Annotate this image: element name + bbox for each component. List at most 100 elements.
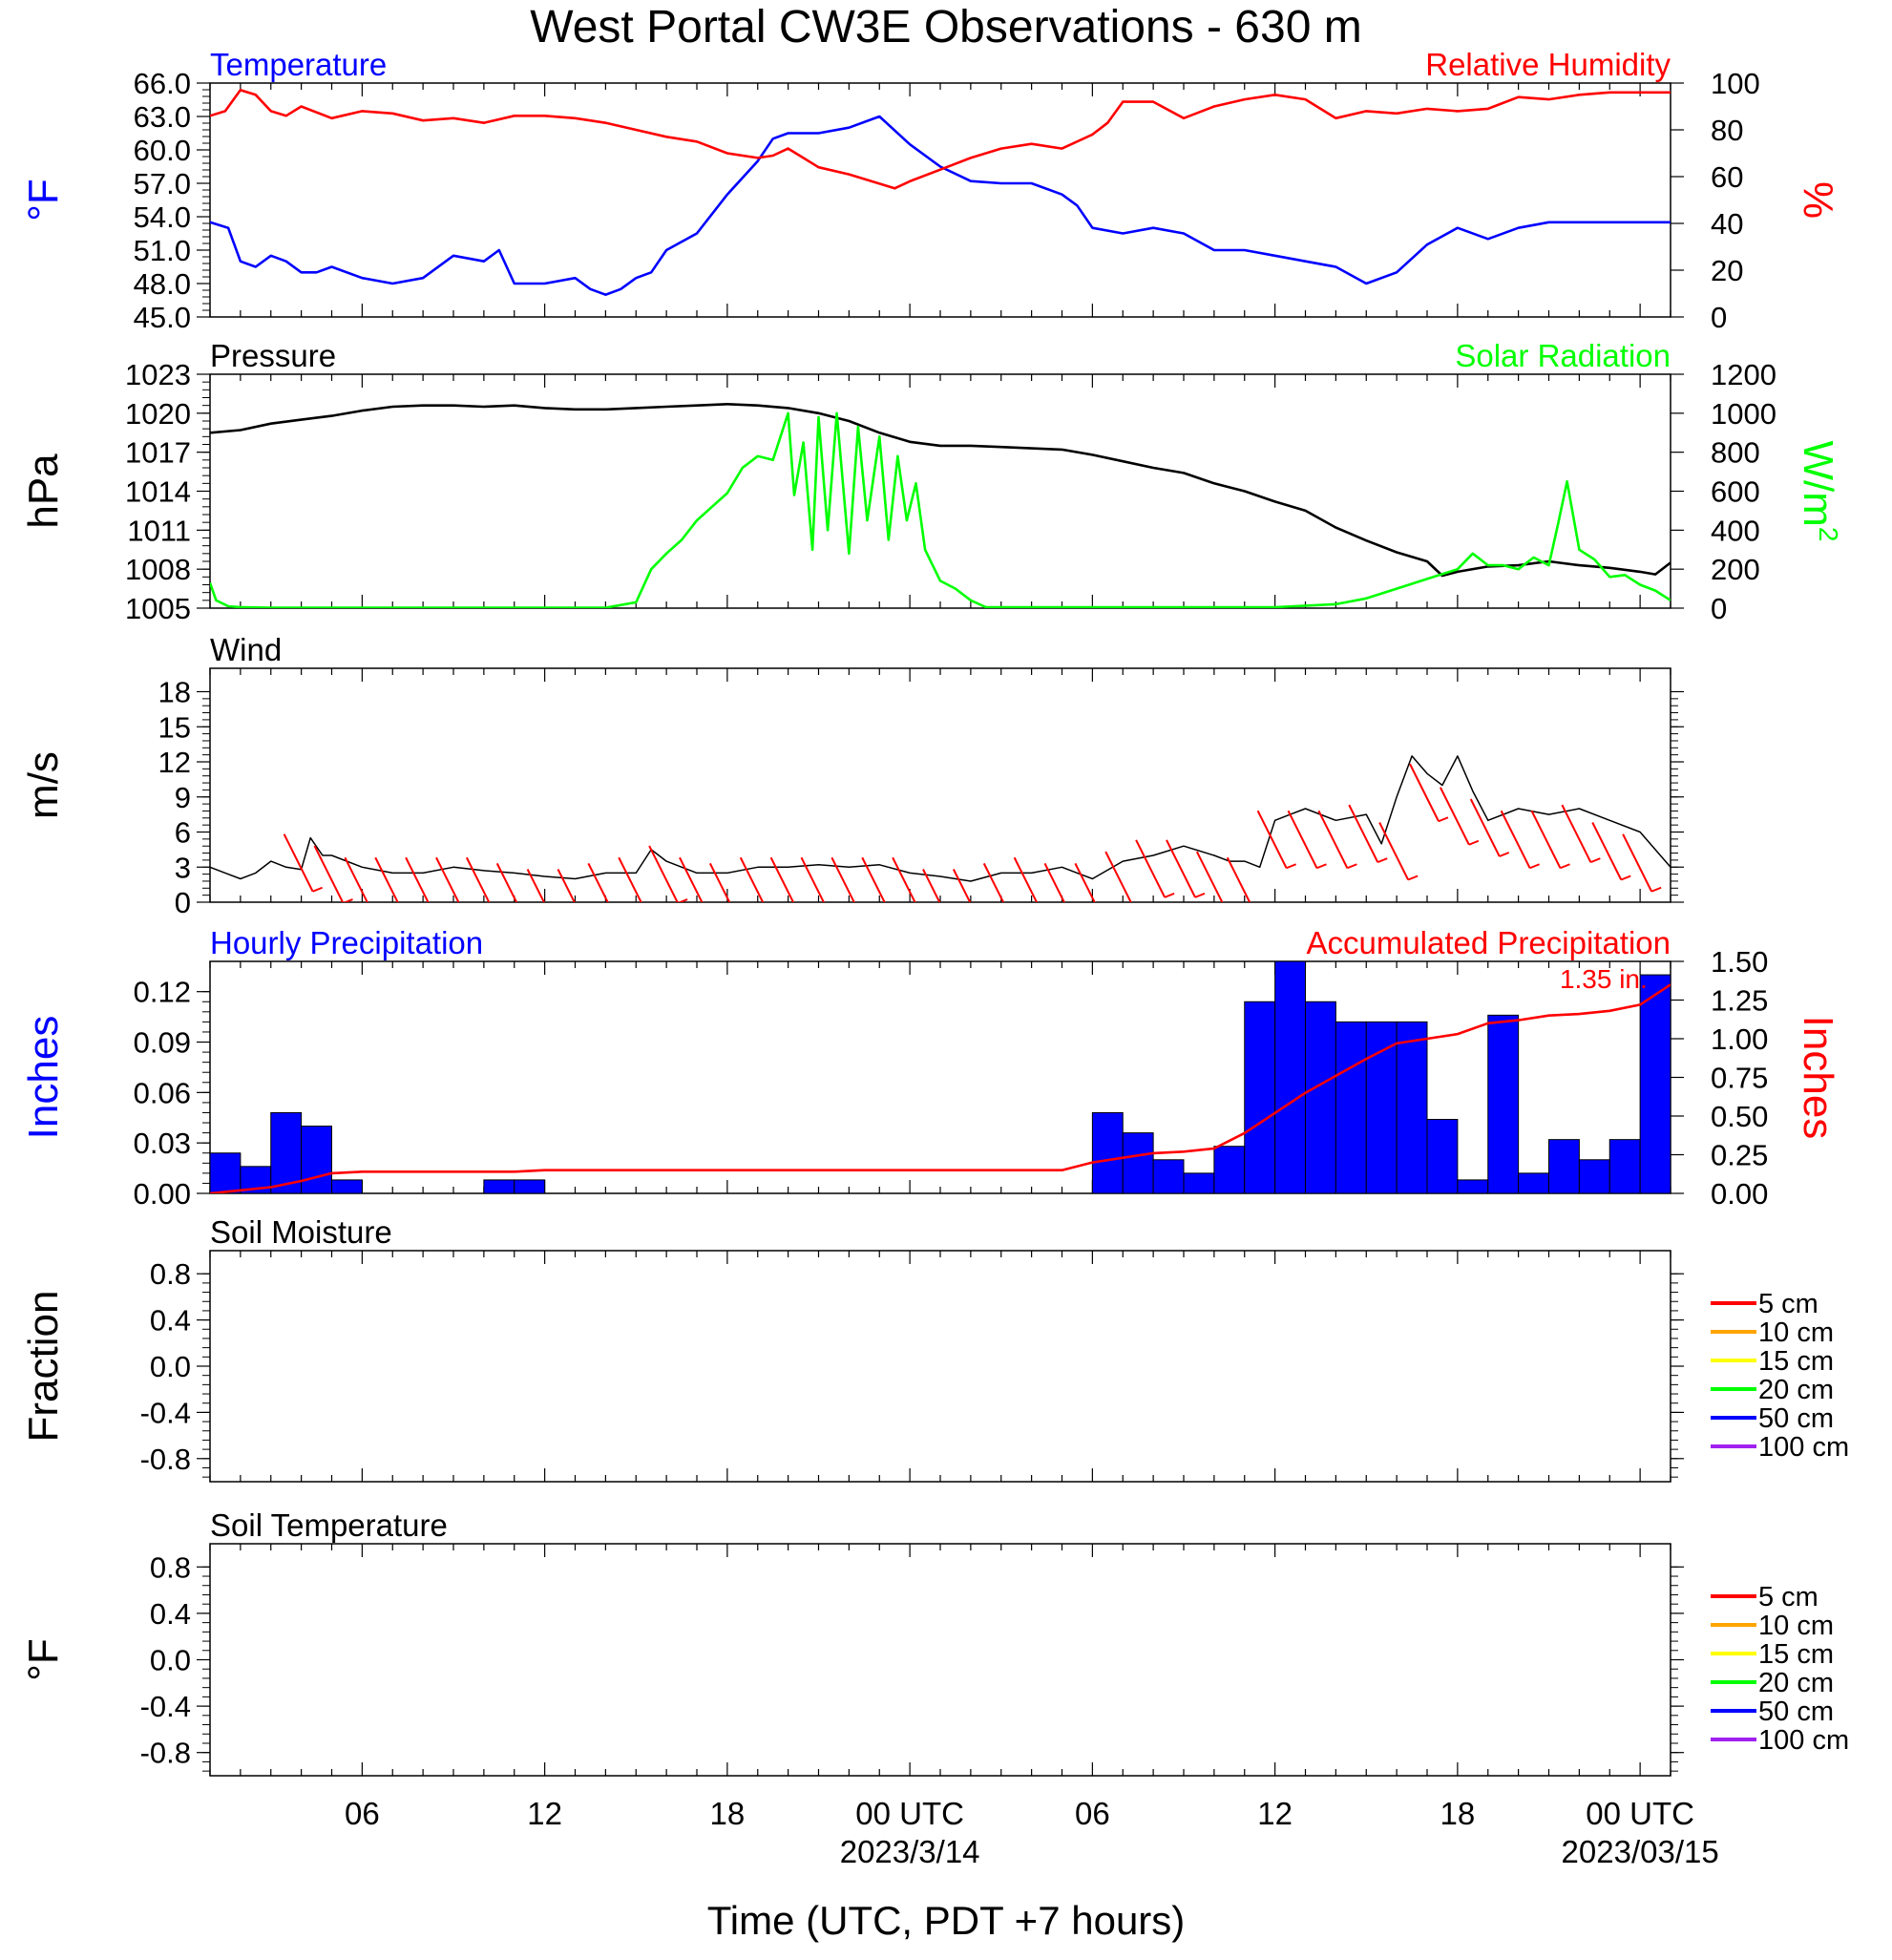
series-line-relative-humidity [210, 89, 1671, 190]
wind-barb [861, 856, 886, 902]
y-tick-label-right: 0.00 [1711, 1177, 1768, 1211]
precip-bar [1244, 1001, 1276, 1193]
plot-frame [209, 1250, 1671, 1483]
precip-bar [1152, 1159, 1185, 1193]
y-tick-label-left: 1008 [125, 553, 191, 586]
wind-barb [313, 845, 345, 902]
y-tick-label-left: 15 [158, 710, 191, 744]
panel-soil-moisture: 0.8 0.4 0.0 -0.4 -0.8 Soil Moisture Fraction 5 … [20, 1214, 1849, 1483]
y-tick-label-right: 80 [1711, 114, 1743, 147]
legend-label: 5 cm [1758, 1289, 1818, 1319]
wind-barb-flag [434, 911, 444, 915]
precip-bar [1183, 1172, 1215, 1193]
wind-barb-flag [800, 911, 809, 915]
y-axis-label-right: W/m2 [1795, 441, 1843, 542]
wind-barb [1287, 810, 1318, 869]
plot-frame [209, 667, 1671, 903]
y-tick-label-left: 0 [175, 886, 191, 919]
wind-barb-flag [1650, 886, 1662, 893]
legend-label: 50 cm [1758, 1403, 1834, 1434]
y-tick-label-left: 54.0 [134, 200, 191, 234]
wind-barb-flag [373, 911, 383, 915]
precip-bar [331, 1179, 363, 1193]
wind-barb-flag [830, 911, 840, 915]
wind-barb [952, 869, 972, 902]
y-tick-label-right: 800 [1711, 436, 1760, 470]
precip-bar [301, 1126, 332, 1193]
y-tick-label-left: 0.8 [150, 1550, 191, 1584]
series-group [210, 89, 1671, 297]
y-tick-label-right: 40 [1711, 207, 1743, 241]
panel-title-left: Wind [210, 632, 282, 667]
panel-pressure-solar: 1023 1020 1017 1014 1011 1008 1005 1200 1000 800 6… [20, 338, 1843, 625]
wind-barb-flag [617, 917, 626, 920]
y-tick-label-left: 0.0 [150, 1644, 191, 1677]
wind-barb [1530, 810, 1562, 869]
y-tick-label-left: 0.06 [134, 1076, 191, 1109]
wind-barb-flag [1256, 911, 1266, 915]
precip-bar [1457, 1179, 1489, 1193]
panel-title-right: Relative Humidity [1425, 47, 1671, 82]
y-tick-label-left: 1014 [125, 475, 191, 509]
y-tick-label-left: 0.8 [150, 1257, 191, 1291]
legend-label: 10 cm [1758, 1611, 1834, 1641]
y-tick-label-left: 6 [175, 816, 191, 850]
wind-barb-flag [1407, 875, 1419, 881]
y-tick-label-right: 1.25 [1711, 984, 1768, 1018]
wind-barb-flag [465, 911, 474, 915]
legend-label: 20 cm [1758, 1375, 1834, 1405]
y-tick-label-right: 400 [1711, 514, 1760, 547]
y-tick-label-left: 57.0 [134, 167, 191, 200]
precip-bar [1305, 1001, 1336, 1193]
precip-bar [1548, 1139, 1580, 1193]
wind-barb-flag [1377, 857, 1388, 864]
panel-title-right: Solar Radiation [1455, 338, 1671, 373]
y-tick-label-left: 1017 [125, 436, 191, 470]
x-axis-title: Time (UTC, PDT +7 hours) [707, 1898, 1186, 1943]
wind-barb [1469, 798, 1501, 857]
y-tick-label-left: 12 [158, 746, 191, 779]
y-tick-label-right: 1.50 [1711, 945, 1768, 979]
y-tick-label-left: 48.0 [134, 267, 191, 301]
y-tick-label-left: 0.09 [134, 1026, 191, 1060]
panel-title-left: Pressure [210, 338, 336, 373]
panel-precipitation: 0.12 0.09 0.06 0.03 0.00 1.50 1.25 1.00 0.75 0.50… [20, 925, 1841, 1211]
wind-barb [1591, 822, 1623, 880]
wind-barb [648, 845, 679, 902]
wind-barb-flag [677, 898, 688, 902]
x-tick-label: 12 [527, 1796, 562, 1831]
x-tick-label: 18 [710, 1796, 746, 1831]
panel-title-right: Accumulated Precipitation [1306, 925, 1671, 960]
precip-bar [1396, 1021, 1428, 1193]
precip-bar [1091, 1111, 1124, 1193]
wind-barb-flag [1013, 917, 1022, 920]
wind-barb-flag [1438, 816, 1449, 823]
y-tick-label-right: 200 [1711, 553, 1760, 586]
wind-barb-flag [1286, 863, 1296, 870]
y-tick-label-right: 0 [1711, 301, 1727, 334]
y-tick-label-left: 60.0 [134, 134, 191, 167]
wind-barb-flag [404, 911, 413, 915]
y-tick-label-left: 1020 [125, 397, 191, 431]
y-tick-label-right: 0.75 [1711, 1062, 1768, 1095]
x-tick-label: 12 [1257, 1796, 1293, 1831]
precip-bar [1213, 1146, 1246, 1193]
wind-barb [1500, 810, 1531, 869]
y-tick-label-left: 3 [175, 851, 191, 884]
series-line-temperature [210, 115, 1671, 297]
panel-title-left: Soil Moisture [210, 1214, 392, 1250]
y-tick-label-left: 1011 [127, 514, 191, 547]
y-axis-label-right: Inches [1795, 1016, 1841, 1140]
wind-barb [1226, 856, 1251, 902]
wind-barb [739, 856, 765, 902]
legend-label: 15 cm [1758, 1346, 1834, 1377]
chart-title: West Portal CW3E Observations - 630 m [530, 2, 1361, 53]
y-axis-label-left: m/s [20, 751, 67, 819]
legend-label: 100 cm [1758, 1725, 1849, 1756]
y-tick-label-left: 1023 [125, 358, 191, 391]
wind-barb [1195, 851, 1224, 902]
wind-barb-flag [526, 917, 536, 920]
precip-bar [1365, 1021, 1398, 1193]
